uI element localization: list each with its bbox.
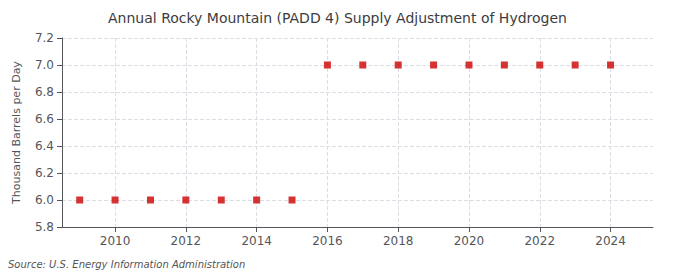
svg-text:7.0: 7.0	[35, 58, 54, 72]
svg-text:Annual Rocky Mountain (PADD 4): Annual Rocky Mountain (PADD 4) Supply Ad…	[108, 10, 567, 26]
svg-text:2022: 2022	[524, 234, 555, 248]
svg-text:6.6: 6.6	[35, 112, 54, 126]
svg-text:7.2: 7.2	[35, 31, 54, 45]
svg-text:6.8: 6.8	[35, 85, 54, 99]
svg-text:2018: 2018	[383, 234, 414, 248]
svg-text:2020: 2020	[454, 234, 485, 248]
svg-text:6.0: 6.0	[35, 193, 54, 207]
svg-text:2016: 2016	[312, 234, 343, 248]
svg-text:Thousand Barrels per Day: Thousand Barrels per Day	[10, 61, 23, 205]
svg-text:6.4: 6.4	[35, 139, 54, 153]
svg-text:5.8: 5.8	[35, 220, 54, 234]
svg-text:2024: 2024	[595, 234, 626, 248]
svg-text:6.2: 6.2	[35, 166, 54, 180]
svg-text:2010: 2010	[100, 234, 131, 248]
svg-text:2014: 2014	[241, 234, 272, 248]
svg-text:Source: U.S. Energy Informatio: Source: U.S. Energy Information Administ…	[8, 259, 245, 270]
svg-text:2012: 2012	[171, 234, 202, 248]
